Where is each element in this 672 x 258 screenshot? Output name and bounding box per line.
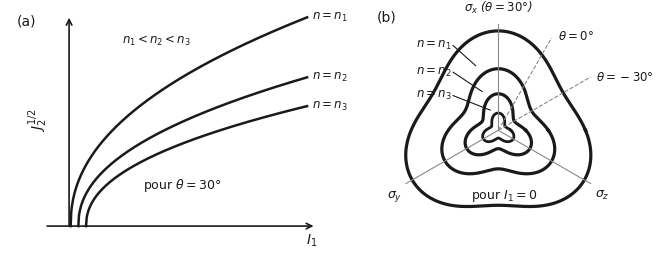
Text: $n = n_3$: $n = n_3$	[415, 89, 452, 102]
Text: $\sigma_z$: $\sigma_z$	[595, 189, 610, 202]
Text: $J_2^{1/2}$: $J_2^{1/2}$	[27, 109, 50, 132]
Text: $n = n_1$: $n = n_1$	[312, 11, 347, 24]
Text: $I_1$: $I_1$	[306, 232, 317, 249]
Text: $\sigma_x$ ($\theta = 30°$): $\sigma_x$ ($\theta = 30°$)	[464, 0, 533, 16]
Text: $n = n_2$: $n = n_2$	[416, 66, 452, 79]
Text: pour $I_1 = 0$: pour $I_1 = 0$	[471, 189, 538, 205]
Text: $n = n_1$: $n = n_1$	[416, 39, 452, 52]
Text: (a): (a)	[17, 15, 36, 29]
Text: (b): (b)	[377, 11, 397, 25]
Text: $n = n_2$: $n = n_2$	[312, 71, 347, 84]
Text: $n = n_3$: $n = n_3$	[312, 100, 347, 113]
Text: $\theta = -30°$: $\theta = -30°$	[596, 70, 654, 84]
Text: $n_1 < n_2 < n_3$: $n_1 < n_2 < n_3$	[122, 34, 191, 49]
Text: pour $\theta = 30°$: pour $\theta = 30°$	[143, 177, 222, 194]
Text: $\sigma_y$: $\sigma_y$	[387, 189, 402, 204]
Text: $\theta = 0°$: $\theta = 0°$	[558, 30, 594, 43]
